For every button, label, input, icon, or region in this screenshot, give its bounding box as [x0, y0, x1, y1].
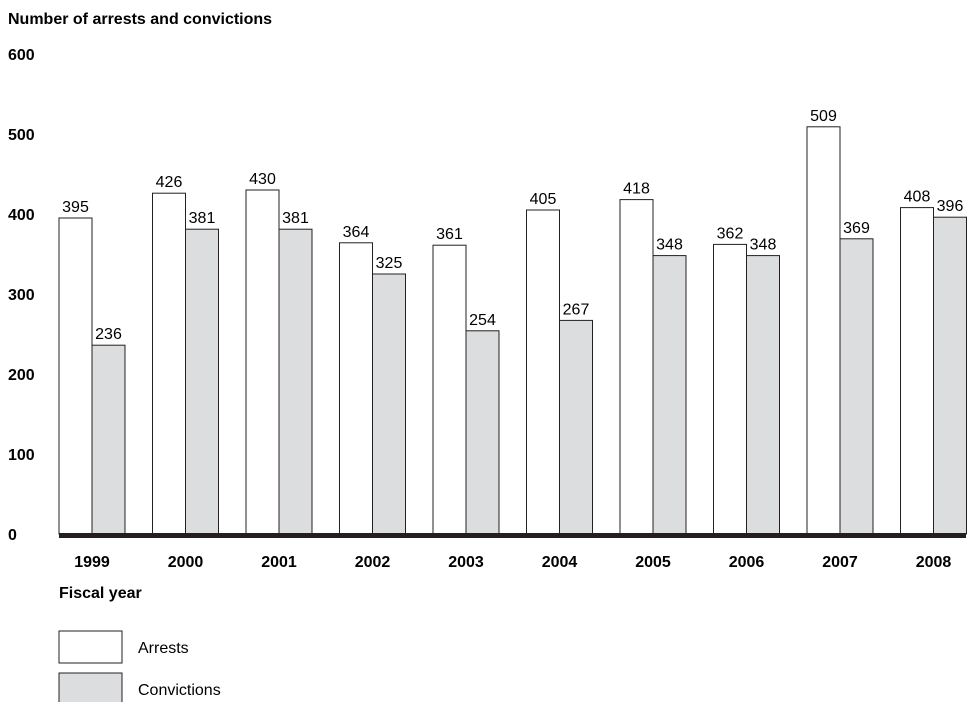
y-tick-label: 200 [8, 367, 35, 384]
data-label: 361 [436, 226, 463, 243]
bar-arrests-2005 [619, 199, 654, 535]
y-tick-label: 500 [8, 127, 35, 144]
bar-convictions-2005 [652, 255, 687, 535]
data-label: 348 [750, 237, 777, 254]
data-label: 254 [469, 312, 496, 329]
x-tick-label: 2001 [261, 554, 297, 571]
x-axis-title: Fiscal year [59, 585, 142, 602]
data-label: 236 [95, 326, 122, 343]
data-label: 348 [656, 237, 683, 254]
data-label: 381 [282, 210, 309, 227]
x-tick-label: 2006 [729, 554, 765, 571]
bar-arrests-2008 [900, 207, 934, 535]
legend-label: Arrests [138, 640, 189, 657]
x-axis-ticks: 1999 2000 2001 2002 2003 2004 2005 2006 2007 2008 [74, 554, 951, 571]
bar-convictions-2000 [185, 228, 219, 535]
y-tick-label: 0 [8, 527, 17, 544]
bar-convictions-2004 [559, 319, 593, 535]
y-axis-title: Number of arrests and convictions [8, 11, 272, 28]
data-label: 395 [62, 199, 89, 216]
x-tick-label: 2004 [542, 554, 578, 571]
bar-arrests-1999 [58, 217, 93, 535]
bar-convictions-2002 [372, 273, 406, 535]
bar-arrests-2002 [339, 242, 373, 535]
x-tick-label: 1999 [74, 554, 110, 571]
bar-convictions-2007 [839, 238, 874, 535]
data-label: 267 [563, 301, 590, 318]
bar-convictions-2006 [746, 255, 780, 535]
data-label: 509 [810, 108, 837, 125]
bars: 395 236 426 381 430 381 364 325 361 254 405 267 418 3… [58, 108, 967, 535]
y-tick-label: 600 [8, 47, 35, 64]
x-tick-label: 2002 [355, 554, 391, 571]
bar-arrests-2004 [526, 209, 560, 535]
bar-convictions-2008 [933, 216, 967, 535]
data-label: 418 [623, 181, 650, 198]
data-label: 325 [376, 255, 403, 272]
bar-arrests-2003 [432, 244, 467, 535]
bar-arrests-2006 [713, 243, 747, 535]
y-tick-label: 400 [8, 207, 35, 224]
legend: Arrests Convictions [58, 630, 221, 702]
legend-swatch-arrests [58, 630, 123, 664]
y-axis-ticks: 0 100 200 300 400 500 600 [8, 47, 35, 544]
x-tick-label: 2003 [448, 554, 484, 571]
data-label: 364 [343, 224, 370, 241]
x-tick-label: 2007 [822, 554, 858, 571]
data-label: 381 [189, 210, 216, 227]
data-label: 408 [904, 189, 931, 206]
bar-arrests-2000 [152, 192, 186, 535]
data-label: 430 [249, 171, 276, 188]
bar-arrests-2007 [806, 126, 841, 535]
x-tick-label: 2000 [168, 554, 204, 571]
bar-arrests-2001 [245, 189, 280, 535]
legend-label: Convictions [138, 682, 221, 699]
bar-convictions-1999 [91, 344, 126, 535]
data-label: 405 [530, 191, 557, 208]
legend-swatch-convictions [58, 672, 123, 702]
y-tick-label: 100 [8, 447, 35, 464]
data-label: 362 [717, 225, 744, 242]
x-tick-label: 2008 [916, 554, 952, 571]
x-tick-label: 2005 [635, 554, 671, 571]
data-label: 426 [156, 174, 183, 191]
data-label: 396 [937, 198, 964, 215]
x-axis-baseline [59, 533, 966, 538]
y-tick-label: 300 [8, 287, 35, 304]
bar-convictions-2001 [278, 228, 313, 535]
bar-convictions-2003 [465, 330, 500, 535]
data-label: 369 [843, 220, 870, 237]
